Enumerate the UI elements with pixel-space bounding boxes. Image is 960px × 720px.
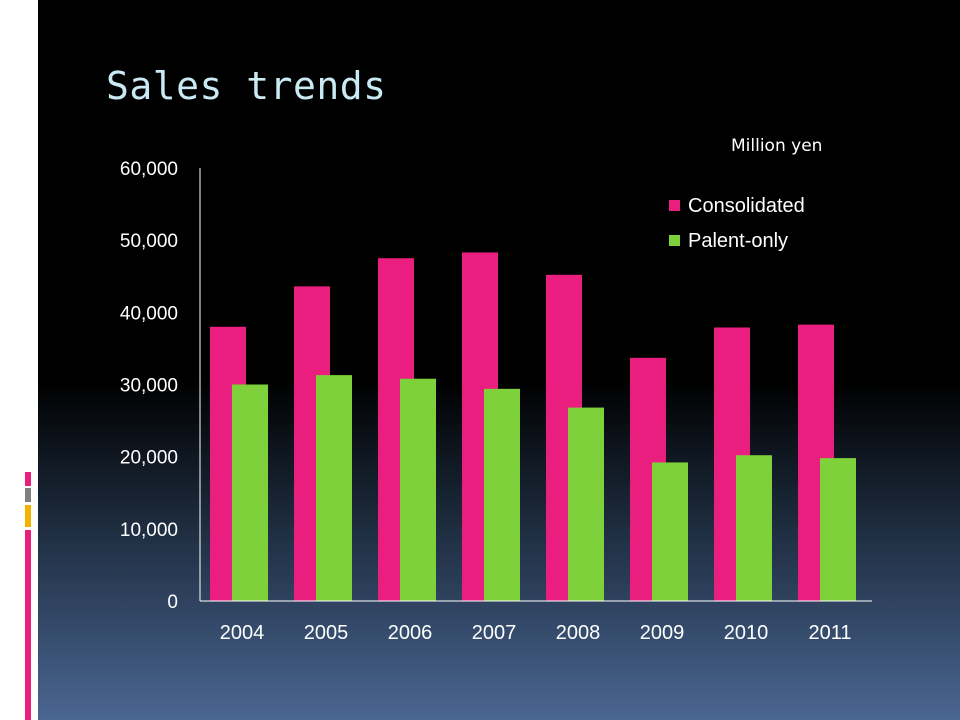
y-tick-label: 0	[167, 592, 178, 613]
bar-parent-only-2007	[484, 388, 520, 601]
deco-stripe-gold	[25, 505, 31, 527]
bar-parent-only-2009	[652, 462, 688, 601]
left-accent-band	[0, 0, 38, 720]
y-tick-labels: 0 10,000 20,000 30,000 40,000 50,000 60,000	[120, 159, 178, 613]
y-tick-label: 30,000	[120, 376, 178, 397]
y-tick-label: 20,000	[120, 448, 178, 469]
bar-parent-only-2008	[568, 407, 604, 601]
bars-group	[210, 252, 856, 601]
unit-label: Million yen	[731, 136, 823, 156]
legend-swatch-consolidated	[669, 200, 680, 211]
y-tick-label: 10,000	[120, 520, 178, 541]
x-tick-label: 2011	[808, 622, 851, 644]
bar-parent-only-2005	[316, 375, 352, 601]
x-tick-label: 2005	[304, 622, 349, 644]
bar-parent-only-2011	[820, 458, 856, 601]
legend-label-parent-only: Palent-only	[688, 230, 788, 252]
bar-parent-only-2004	[232, 384, 268, 601]
bar-parent-only-2010	[736, 455, 772, 601]
legend: Consolidated Palent-only	[669, 195, 805, 252]
x-tick-label: 2007	[472, 622, 517, 644]
bar-parent-only-2006	[400, 378, 436, 601]
deco-stripe-pink-top	[25, 472, 31, 486]
decorative-stripes	[25, 472, 31, 720]
x-tick-label: 2010	[724, 622, 769, 644]
y-tick-label: 50,000	[120, 231, 178, 252]
y-tick-label: 40,000	[120, 303, 178, 324]
x-tick-labels: 2004 2005 2006 2007 2008 2009 2010 2011	[220, 622, 852, 644]
deco-stripe-pink-bottom	[25, 530, 31, 720]
x-tick-label: 2004	[220, 622, 265, 644]
legend-swatch-parent-only	[669, 235, 680, 246]
x-tick-label: 2008	[556, 622, 601, 644]
x-tick-label: 2009	[640, 622, 685, 644]
x-tick-label: 2006	[388, 622, 433, 644]
y-tick-label: 60,000	[120, 159, 178, 180]
deco-stripe-gray	[25, 488, 31, 502]
legend-label-consolidated: Consolidated	[688, 195, 805, 217]
slide-title: Sales trends	[106, 64, 387, 108]
